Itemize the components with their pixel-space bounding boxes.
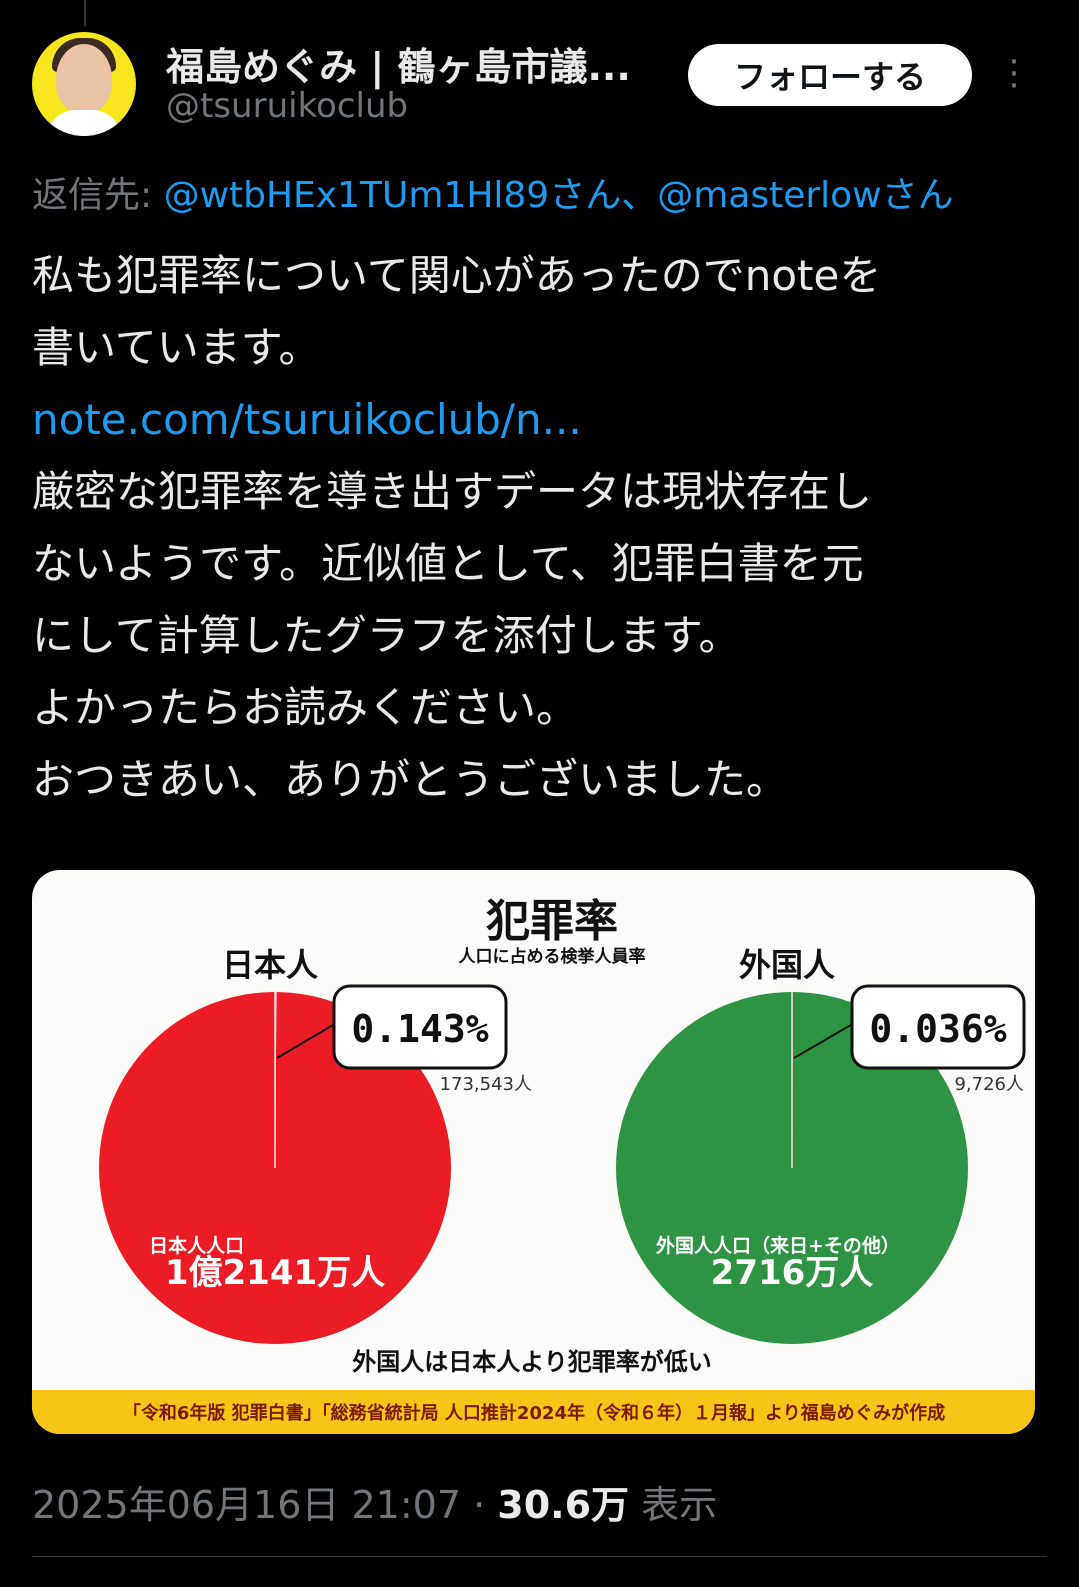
tweet-line: 厳密な犯罪率を導き出すデータは現状存在し xyxy=(32,467,873,516)
pie-label: 外国人 xyxy=(739,946,835,984)
tweet-link[interactable]: note.com/tsuruikoclub/n... xyxy=(32,395,582,444)
percent-value: 0.036% xyxy=(869,1007,1006,1051)
pie-label: 日本人 xyxy=(222,946,318,984)
leader-line xyxy=(276,1021,339,1059)
chart-subtitle: 人口に占める検挙人員率 xyxy=(459,946,646,967)
meta-separator: · xyxy=(461,1483,498,1527)
source-bar xyxy=(32,1390,1035,1434)
tweet-meta: 2025年06月16日 21:07 · 30.6万 表示 xyxy=(32,1474,717,1529)
population-value: 2716万人 xyxy=(711,1253,874,1293)
tweet-line: 私も犯罪率について関心があったのでnoteを xyxy=(32,251,882,300)
reply-to: 返信先: @wtbHEx1TUm1Hl89さん、@masterlowさん xyxy=(32,166,954,218)
reply-mentions[interactable]: @wtbHEx1TUm1Hl89さん、@masterlowさん xyxy=(163,175,954,216)
population-caption: 外国人人口（来日+その他） xyxy=(656,1234,900,1257)
divider xyxy=(32,1556,1047,1557)
arrested-count: 9,726人 xyxy=(954,1074,1024,1095)
chart-title: 犯罪率 xyxy=(486,896,618,947)
avatar-face xyxy=(56,44,112,114)
chart-source: 「令和6年版 犯罪白書」「総務省統計局 人口推計2024年（令和６年）１月報」よ… xyxy=(123,1402,945,1424)
reply-to-prefix: 返信先: xyxy=(32,175,164,216)
attached-image[interactable]: 犯罪率 人口に占める検挙人員率 日本人 0.143% 173,543人日本人人口 1億21… xyxy=(32,870,1035,1434)
tweet-datetime[interactable]: 2025年06月16日 21:07 xyxy=(32,1483,462,1527)
tweet-line: 書いています。 xyxy=(32,323,321,372)
thread-line xyxy=(84,0,86,26)
arrested-count: 173,543人 xyxy=(440,1074,532,1095)
view-count: 30.6万 xyxy=(497,1483,630,1527)
author-handle[interactable]: @tsuruikoclub xyxy=(166,86,409,126)
tweet-line: ないようです。近似値として、犯罪白書を元 xyxy=(32,539,864,588)
tweet-line: よかったらお読みください。 xyxy=(32,683,579,732)
avatar-body xyxy=(46,110,122,136)
chart-conclusion: 外国人は日本人より犯罪率が低い xyxy=(352,1348,712,1376)
avatar[interactable] xyxy=(32,32,136,136)
views-label: 表示 xyxy=(629,1483,718,1527)
tweet-text: 私も犯罪率について関心があったのでnoteを 書いています。 note.com/… xyxy=(32,240,1042,816)
tweet-line: おつきあい、ありがとうございました。 xyxy=(32,755,789,804)
population-value: 1億2141万人 xyxy=(165,1253,385,1293)
tweet-line: にして計算したグラフを添付します。 xyxy=(32,611,741,660)
population-caption: 日本人人口 xyxy=(149,1234,244,1257)
leader-line xyxy=(793,1021,857,1059)
percent-callout xyxy=(850,984,1026,1070)
percent-value: 0.143% xyxy=(351,1007,488,1051)
more-icon[interactable]: · · · xyxy=(1008,42,1020,106)
author-name[interactable]: 福島めぐみ | 鶴ヶ島市議... xyxy=(166,45,631,89)
percent-callout xyxy=(332,984,508,1070)
follow-button[interactable]: フォローする xyxy=(688,44,972,106)
